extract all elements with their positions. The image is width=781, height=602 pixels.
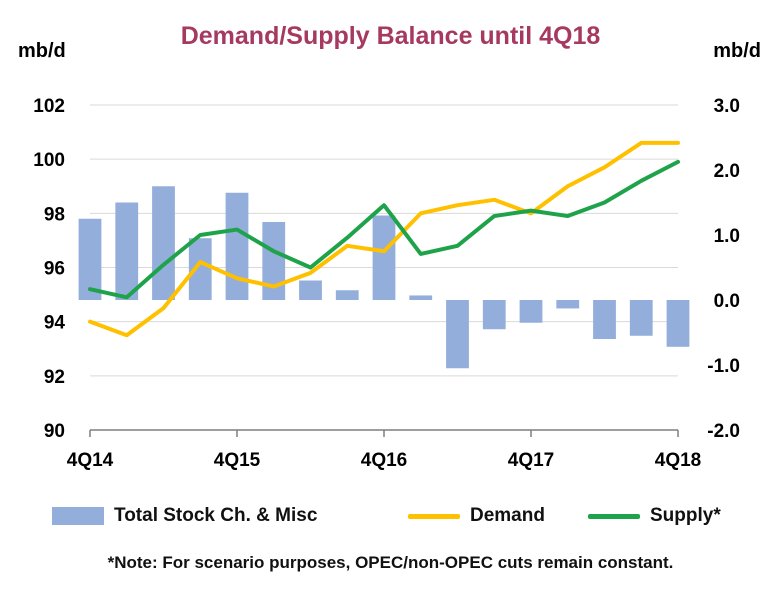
bar-stock-change: [115, 202, 139, 300]
legend-swatch-stock: [52, 507, 104, 525]
bar-stock-change: [482, 300, 506, 330]
y-left-tick-label: 92: [44, 367, 65, 388]
y-right-tick-label: 1.0: [714, 226, 740, 247]
bar-stock-change: [372, 215, 396, 300]
y-left-tick-label: 90: [44, 421, 65, 442]
x-tick-label: 4Q14: [67, 450, 114, 471]
legend-label-demand: Demand: [470, 505, 545, 526]
bar-stock-change: [78, 218, 102, 300]
y-left-tick-label: 100: [33, 150, 65, 171]
bar-stock-change: [409, 295, 433, 300]
bar-stock-change: [335, 290, 359, 300]
x-tick-label: 4Q16: [361, 450, 407, 471]
y-right-tick-label: -1.0: [707, 356, 740, 377]
footnote: *Note: For scenario purposes, OPEC/non-O…: [107, 553, 674, 572]
legend-label-supply: Supply*: [650, 505, 721, 526]
chart-plot: 90 92 94 96 98 100 102 -2.0 -1.0 0.0 1.0 2.0 3.0 4Q14…: [33, 96, 740, 471]
legend-label-stock: Total Stock Ch. & Misc: [114, 505, 318, 526]
line-supply: [88, 159, 680, 300]
y-left-tick-label: 96: [44, 259, 65, 280]
legend-item-demand: Demand: [408, 505, 545, 527]
bar-stock-change: [299, 280, 322, 300]
bar-stock-change: [519, 300, 543, 323]
legend-swatch-demand: [408, 513, 460, 519]
bar-stock-change: [262, 222, 286, 300]
bar-stock-change: [556, 300, 580, 309]
y-left-tick-label: 102: [33, 96, 65, 117]
bar-stock-change: [446, 300, 469, 369]
legend-item-stock: Total Stock Ch. & Misc: [52, 505, 317, 527]
legend-swatch-supply: [588, 513, 640, 519]
x-tick-label: 4Q17: [508, 450, 554, 471]
x-tick-label: 4Q15: [214, 450, 261, 471]
bar-stock-change: [629, 300, 653, 336]
legend-item-supply: Supply*: [588, 505, 721, 527]
y-left-tick-label: 94: [44, 313, 66, 334]
x-tick-label: 4Q18: [655, 450, 701, 471]
line-demand: [88, 140, 680, 338]
bar-stock-change: [225, 192, 249, 300]
legend: Total Stock Ch. & Misc Demand Supply*: [0, 505, 781, 535]
bar-stock-change: [666, 300, 690, 347]
y-right-tick-label: 3.0: [714, 96, 740, 117]
y-right-tick-label: -2.0: [707, 421, 740, 442]
bar-stock-change: [188, 238, 212, 300]
left-axis-unit: mb/d: [18, 40, 66, 62]
bar-stock-change: [593, 300, 616, 339]
y-left-tick-label: 98: [44, 204, 65, 225]
bar-stock-change: [152, 186, 175, 300]
right-axis-unit: mb/d: [713, 40, 761, 62]
y-right-tick-label: 0.0: [714, 291, 740, 312]
chart-title: Demand/Supply Balance until 4Q18: [180, 22, 601, 50]
y-right-tick-label: 2.0: [714, 161, 740, 182]
